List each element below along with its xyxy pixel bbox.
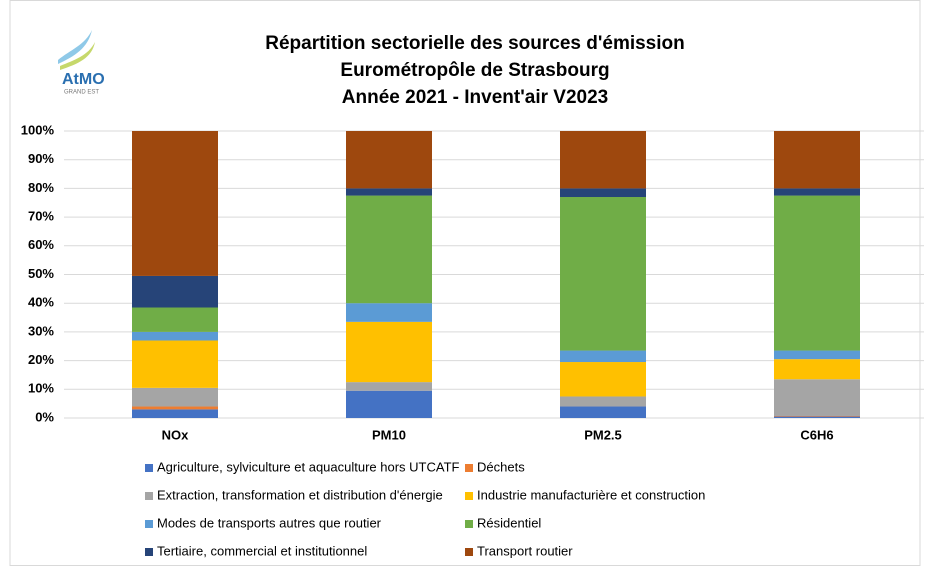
bar-segment	[774, 195, 860, 351]
bar-segment	[346, 321, 432, 383]
legend-label: Déchets	[477, 459, 525, 474]
bar-segment	[774, 188, 860, 196]
bar-segment	[132, 406, 218, 410]
legend-swatch	[145, 520, 153, 528]
bar-segment	[774, 416, 860, 418]
bar-segment	[774, 415, 860, 417]
legend-swatch	[465, 520, 473, 528]
bar-segment	[346, 382, 432, 391]
bar-segment	[560, 362, 646, 397]
legend-label: Tertiaire, commercial et institutionnel	[157, 543, 367, 558]
logo-region: GRAND EST	[64, 90, 99, 96]
y-tick-label: 90%	[28, 151, 54, 166]
y-tick-label: 80%	[28, 180, 54, 195]
legend-swatch	[465, 464, 473, 472]
bar-segment	[132, 131, 218, 276]
logo-swirl	[60, 42, 95, 70]
chart-title: Année 2021 - Invent'air V2023	[342, 87, 608, 108]
bar-segment	[132, 275, 218, 308]
y-tick-label: 20%	[28, 352, 54, 367]
x-tick-label: PM2.5	[584, 427, 622, 442]
legend-swatch	[465, 492, 473, 500]
logo-text: AtMO	[62, 71, 105, 88]
bar-segment	[132, 387, 218, 407]
y-tick-label: 0%	[35, 409, 54, 424]
y-tick-label: 50%	[28, 266, 54, 281]
bar-segment	[346, 303, 432, 322]
x-tick-label: C6H6	[800, 427, 833, 442]
bar-segment	[560, 350, 646, 363]
y-tick-label: 30%	[28, 323, 54, 338]
bar-segment	[346, 390, 432, 418]
chart-title: Eurométropôle de Strasbourg	[340, 60, 609, 81]
bar-segment	[132, 409, 218, 418]
y-tick-label: 60%	[28, 237, 54, 252]
bar-segment	[774, 131, 860, 189]
y-tick-label: 10%	[28, 381, 54, 396]
bar-segment	[560, 396, 646, 407]
legend-label: Agriculture, sylviculture et aquaculture…	[157, 459, 460, 474]
legend-label: Extraction, transformation et distributi…	[157, 487, 443, 502]
chart-title: Répartition sectorielle des sources d'ém…	[265, 33, 685, 54]
legend-label: Industrie manufacturière et construction	[477, 487, 705, 502]
bar-segment	[346, 131, 432, 189]
bar-segment	[560, 406, 646, 418]
bar-segment	[132, 340, 218, 388]
legend-label: Résidentiel	[477, 515, 541, 530]
legend-swatch	[145, 464, 153, 472]
x-tick-label: PM10	[372, 427, 406, 442]
bar-segment	[346, 188, 432, 196]
bar-segment	[132, 307, 218, 332]
bar-segment	[774, 350, 860, 360]
legend-label: Transport routier	[477, 543, 573, 558]
bar-segment	[560, 197, 646, 351]
y-tick-label: 70%	[28, 209, 54, 224]
bar-segment	[774, 379, 860, 416]
legend-swatch	[145, 492, 153, 500]
y-tick-label: 40%	[28, 295, 54, 310]
bar-segment	[774, 359, 860, 380]
bar-segment	[560, 188, 646, 198]
legend-label: Modes de transports autres que routier	[157, 515, 382, 530]
bar-segment	[132, 331, 218, 341]
legend-swatch	[465, 548, 473, 556]
y-tick-label: 100%	[21, 122, 55, 137]
bar-segment	[346, 195, 432, 304]
legend-swatch	[145, 548, 153, 556]
x-tick-label: NOx	[162, 427, 190, 442]
logo: AtMO GRAND EST	[58, 30, 105, 96]
bar-segment	[560, 131, 646, 189]
logo-swirl	[58, 30, 92, 64]
